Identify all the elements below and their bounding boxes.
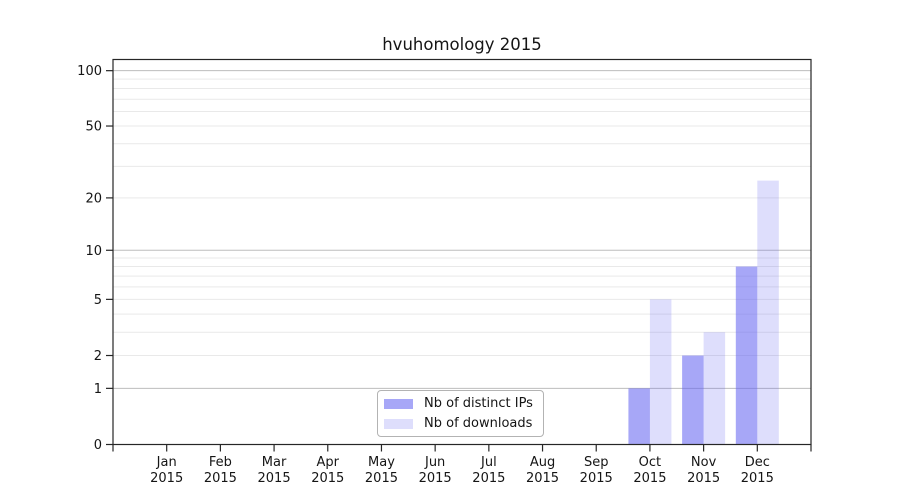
bar-distinct-ips-oct — [628, 388, 650, 445]
bar-downloads-oct — [649, 299, 672, 445]
legend-label-downloads: Nb of downloads — [424, 416, 533, 431]
y-tick-label: 0 — [94, 438, 102, 453]
legend-item-downloads: Nb of downloads — [384, 416, 535, 431]
x-tick-label-year: 2015 — [419, 471, 452, 486]
x-tick-label-month: Aug — [530, 455, 555, 470]
legend-swatch-downloads — [384, 418, 413, 429]
x-tick-label-year: 2015 — [741, 471, 774, 486]
chart-title: hvuhomology 2015 — [382, 35, 542, 54]
x-tick-label-month: May — [368, 455, 395, 470]
x-tick-label-month: Feb — [209, 455, 232, 470]
x-tick-label-month: Apr — [317, 455, 340, 470]
y-tick-label: 20 — [85, 191, 102, 206]
x-tick-label-year: 2015 — [526, 471, 559, 486]
x-tick-label-year: 2015 — [687, 471, 720, 486]
x-tick-label-year: 2015 — [204, 471, 237, 486]
y-tick-label: 10 — [85, 244, 102, 259]
bar-downloads-nov — [703, 332, 726, 445]
x-tick-label-month: Jan — [156, 455, 177, 470]
x-tick-label-year: 2015 — [150, 471, 183, 486]
y-tick-label: 50 — [85, 120, 102, 135]
x-tick-label-year: 2015 — [633, 471, 666, 486]
x-tick-label-year: 2015 — [365, 471, 398, 486]
x-tick-label-month: Nov — [691, 455, 717, 470]
x-tick-label-year: 2015 — [472, 471, 505, 486]
legend-item-distinct-ips: Nb of distinct IPs — [384, 396, 535, 411]
x-tick-label-month: Mar — [262, 455, 287, 470]
y-tick-label: 100 — [77, 64, 102, 79]
x-tick-label-month: Jun — [424, 455, 445, 470]
axes-box — [112, 58, 812, 446]
bar-downloads-dec — [757, 180, 779, 445]
x-tick-label-year: 2015 — [580, 471, 613, 486]
legend-label-distinct-ips: Nb of distinct IPs — [424, 396, 533, 411]
x-tick-label-month: Sep — [584, 455, 609, 470]
x-tick-label-month: Dec — [745, 455, 770, 470]
legend: Nb of distinct IPs Nb of downloads — [377, 390, 544, 437]
bar-distinct-ips-nov — [682, 355, 704, 445]
y-tick-label: 5 — [94, 293, 102, 308]
x-tick-label-year: 2015 — [311, 471, 344, 486]
y-tick-label: 1 — [94, 382, 102, 397]
x-tick-label-month: Oct — [639, 455, 661, 470]
x-tick-label-year: 2015 — [258, 471, 291, 486]
bar-distinct-ips-dec — [735, 266, 758, 445]
legend-swatch-distinct-ips — [384, 398, 413, 409]
x-tick-label-month: Jul — [480, 455, 497, 470]
y-tick-label: 2 — [94, 349, 102, 364]
